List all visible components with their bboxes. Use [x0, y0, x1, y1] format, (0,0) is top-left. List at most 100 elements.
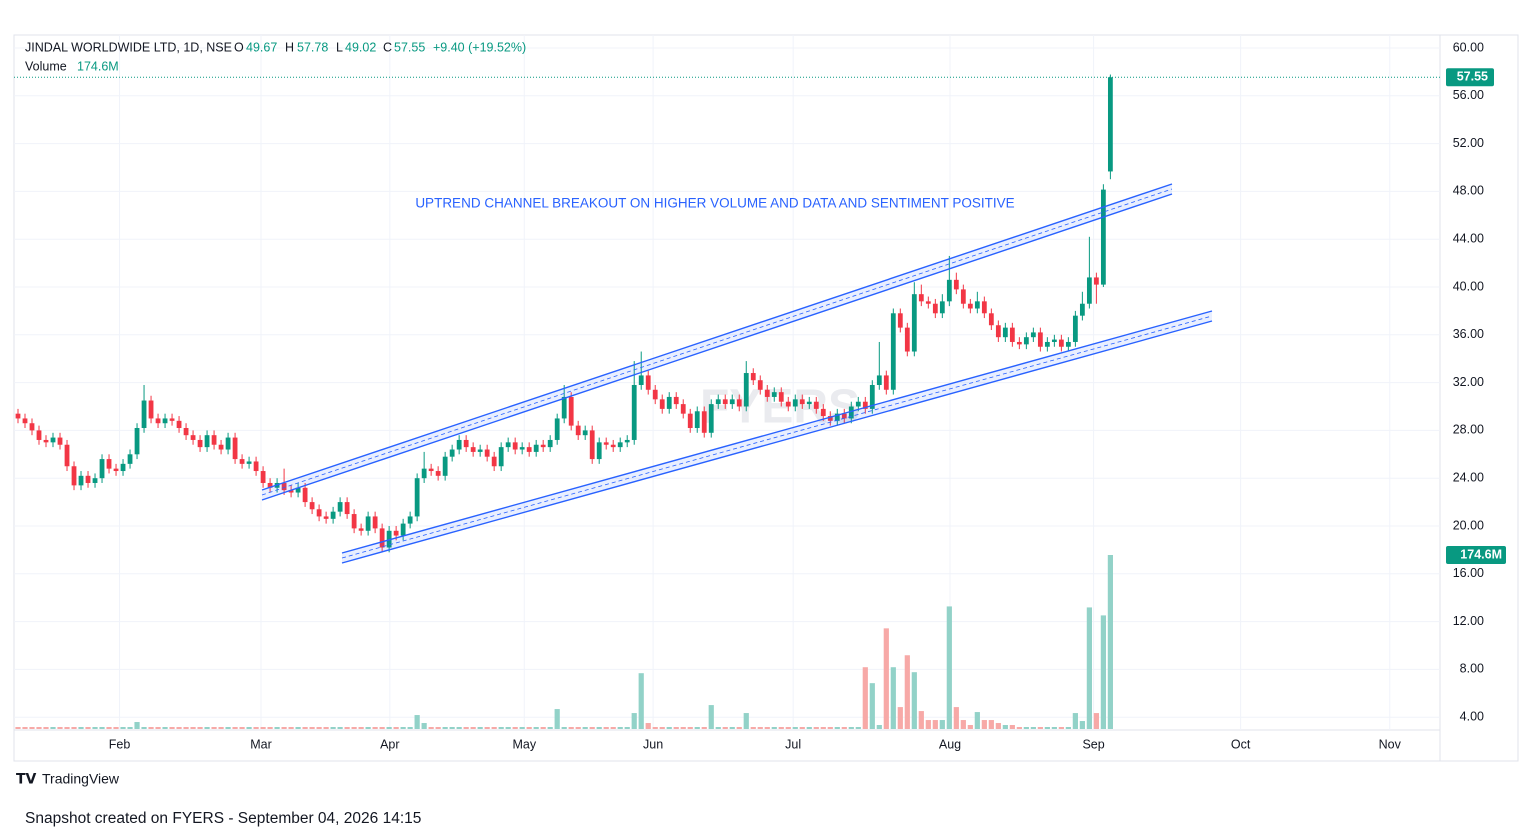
volume-bar	[1093, 713, 1099, 729]
candle-body	[71, 466, 77, 486]
volume-bar	[575, 727, 581, 729]
candle-body	[477, 449, 483, 452]
volume-bar	[470, 727, 476, 729]
candle-body	[722, 399, 728, 405]
candle-body	[1058, 339, 1064, 347]
volume-bar	[302, 727, 308, 729]
volume-bar	[260, 727, 266, 729]
candle-body	[64, 444, 70, 467]
x-tick-label: Feb	[109, 737, 131, 751]
candle-body	[190, 435, 196, 440]
candle-body	[400, 523, 406, 536]
candle-body	[582, 430, 588, 436]
candle-body	[1044, 341, 1050, 347]
candle-body	[820, 408, 826, 417]
candle-body	[1065, 341, 1071, 347]
candle-body	[568, 396, 574, 426]
candle-body	[15, 413, 21, 419]
candle-body	[652, 389, 658, 400]
volume-bar	[799, 727, 805, 729]
volume-bar	[890, 667, 896, 729]
candle-body	[946, 279, 952, 302]
candle-body	[491, 456, 497, 467]
candle-body	[596, 442, 602, 460]
volume-bar	[736, 727, 742, 729]
volume-bar	[1037, 727, 1043, 729]
brand-name: TradingView	[42, 771, 120, 787]
candle-body	[953, 279, 959, 290]
candle-body	[1093, 277, 1099, 285]
candle-body	[211, 435, 217, 445]
channel-upper-band	[262, 184, 1172, 500]
volume-bar	[603, 727, 609, 729]
volume-bar	[967, 725, 973, 729]
candle-body	[295, 487, 301, 493]
volume-bar	[883, 628, 889, 729]
candle-body	[904, 327, 910, 352]
candle-body	[1023, 337, 1029, 345]
volume-bar	[274, 727, 280, 729]
y-tick-label: 28.00	[1453, 423, 1484, 437]
candle-body	[498, 447, 504, 467]
candle-body	[421, 468, 427, 479]
candle-body	[414, 478, 420, 517]
channel-upper	[261, 183, 1173, 491]
candle-body	[624, 439, 630, 443]
candle-body	[36, 430, 42, 440]
candle-body	[428, 468, 434, 472]
candle-body	[988, 313, 994, 326]
brand: 𝗧𝗩 TradingView	[16, 771, 120, 787]
volume-bar	[995, 723, 1001, 729]
candle-body	[267, 482, 273, 488]
volume-bar	[1002, 725, 1008, 729]
candle-body	[708, 404, 714, 433]
volume-bar	[925, 720, 931, 729]
y-tick-label: 24.00	[1453, 470, 1484, 484]
candle-body	[589, 430, 595, 460]
candle-body	[680, 404, 686, 414]
volume-bar	[162, 727, 168, 729]
candle-body	[778, 392, 784, 402]
volume-bar	[155, 727, 161, 729]
candle-body	[834, 413, 840, 421]
volume-bar	[547, 727, 553, 729]
volume-bar	[141, 727, 147, 729]
candle-body	[127, 454, 133, 464]
volume-bar	[568, 727, 574, 729]
candle-body	[57, 437, 63, 445]
volume-pill	[1446, 546, 1506, 564]
volume-bar	[869, 683, 875, 729]
candle-body	[827, 416, 833, 421]
x-tick-label: May	[512, 737, 536, 751]
axes: 4.00 8.00 12.00 16.00 20.00 24.00 28.00 32.00 36…	[14, 40, 1506, 751]
candle-body	[638, 375, 644, 385]
volume-bar	[701, 727, 707, 729]
candle-body	[197, 439, 203, 448]
candle-body	[281, 482, 287, 491]
volume-bar	[50, 727, 56, 729]
volume-bar	[533, 727, 539, 729]
volume-bar	[134, 722, 140, 729]
y-tick-label: 16.00	[1453, 566, 1484, 580]
y-tick-label: 36.00	[1453, 327, 1484, 341]
volume-bar	[127, 727, 133, 729]
candle-body	[288, 490, 294, 493]
candle-body	[1086, 277, 1092, 304]
candle-body	[540, 444, 546, 448]
snapshot-caption: Snapshot created on FYERS - September 04…	[25, 810, 421, 827]
candle-body	[1009, 327, 1015, 342]
volume-bar	[659, 727, 665, 729]
ohlc-label: O	[234, 40, 244, 54]
candle-body	[22, 418, 28, 424]
candle-body	[106, 459, 112, 469]
candle-body	[344, 502, 350, 515]
y-tick-label: 40.00	[1453, 279, 1484, 293]
candle-body	[967, 303, 973, 309]
volume-bar	[1065, 727, 1071, 729]
candle-body	[932, 303, 938, 314]
candle-body	[792, 399, 798, 407]
volume-bar	[1016, 727, 1022, 729]
volume-bar	[36, 727, 42, 729]
volume-bar	[617, 727, 623, 729]
volume-bar	[330, 727, 336, 729]
